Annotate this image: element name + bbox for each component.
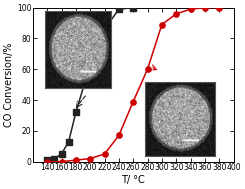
X-axis label: T/ °C: T/ °C bbox=[121, 175, 145, 185]
Y-axis label: CO Conversion/%: CO Conversion/% bbox=[4, 42, 14, 127]
